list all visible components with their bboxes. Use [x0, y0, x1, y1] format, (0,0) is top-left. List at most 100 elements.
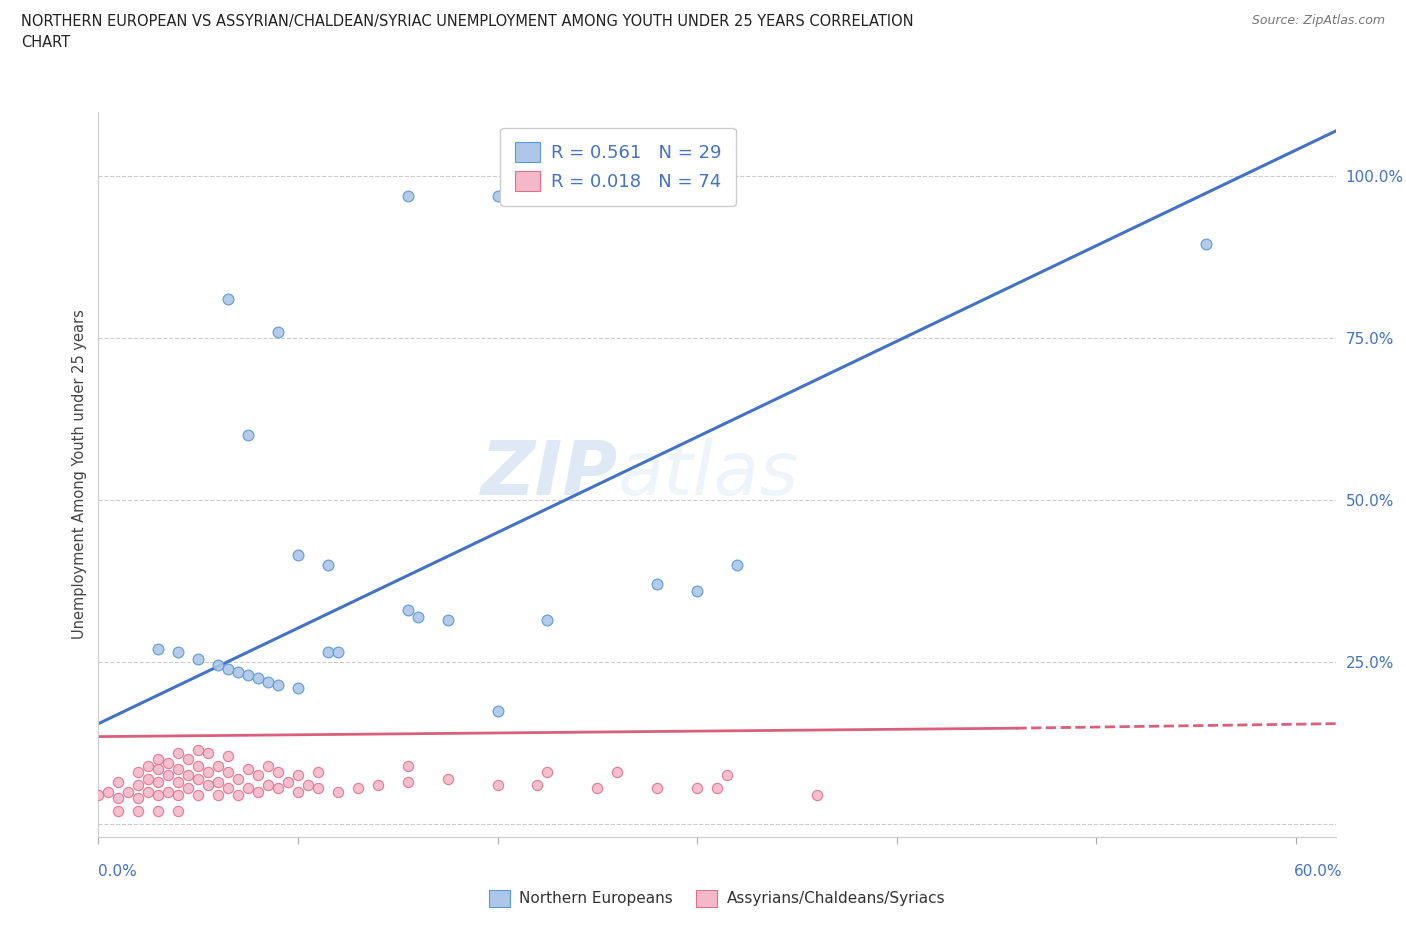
- Point: [367, 777, 389, 792]
- Point: [287, 784, 309, 799]
- Point: [536, 764, 558, 779]
- Text: NORTHERN EUROPEAN VS ASSYRIAN/CHALDEAN/SYRIAC UNEMPLOYMENT AMONG YOUTH UNDER 25 : NORTHERN EUROPEAN VS ASSYRIAN/CHALDEAN/S…: [21, 14, 914, 29]
- Point: [148, 804, 170, 818]
- Text: 60.0%: 60.0%: [1295, 864, 1343, 879]
- Point: [806, 788, 828, 803]
- Point: [187, 788, 209, 803]
- Point: [287, 768, 309, 783]
- Point: [725, 557, 748, 572]
- Text: Source: ZipAtlas.com: Source: ZipAtlas.com: [1251, 14, 1385, 27]
- Point: [127, 790, 149, 805]
- Point: [217, 764, 239, 779]
- Point: [686, 583, 709, 598]
- Point: [267, 764, 290, 779]
- Point: [326, 784, 349, 799]
- Point: [267, 781, 290, 796]
- Point: [107, 790, 129, 805]
- Point: [1195, 237, 1218, 252]
- Point: [716, 768, 738, 783]
- Point: [226, 788, 249, 803]
- Point: [236, 762, 259, 777]
- Point: [287, 548, 309, 563]
- Point: [97, 784, 120, 799]
- Point: [157, 755, 180, 770]
- Point: [207, 775, 229, 790]
- Text: atlas: atlas: [619, 438, 800, 511]
- Point: [536, 613, 558, 628]
- Point: [197, 777, 219, 792]
- Point: [187, 651, 209, 666]
- Point: [287, 681, 309, 696]
- Point: [326, 645, 349, 660]
- Point: [148, 788, 170, 803]
- Point: [148, 642, 170, 657]
- Point: [486, 703, 509, 718]
- Point: [247, 768, 270, 783]
- Point: [167, 804, 190, 818]
- Point: [187, 742, 209, 757]
- Point: [396, 775, 419, 790]
- Point: [396, 603, 419, 618]
- Point: [217, 661, 239, 676]
- Legend: Northern Europeans, Assyrians/Chaldeans/Syriacs: Northern Europeans, Assyrians/Chaldeans/…: [482, 884, 952, 912]
- Point: [187, 758, 209, 773]
- Text: 0.0%: 0.0%: [98, 864, 138, 879]
- Point: [236, 668, 259, 683]
- Point: [167, 762, 190, 777]
- Point: [396, 758, 419, 773]
- Point: [486, 777, 509, 792]
- Point: [257, 777, 280, 792]
- Point: [167, 645, 190, 660]
- Point: [236, 781, 259, 796]
- Text: ZIP: ZIP: [481, 438, 619, 511]
- Point: [148, 775, 170, 790]
- Point: [267, 325, 290, 339]
- Point: [167, 745, 190, 760]
- Point: [217, 292, 239, 307]
- Point: [706, 781, 728, 796]
- Point: [197, 764, 219, 779]
- Point: [396, 189, 419, 204]
- Point: [257, 758, 280, 773]
- Point: [436, 771, 458, 786]
- Point: [197, 745, 219, 760]
- Point: [167, 775, 190, 790]
- Point: [127, 804, 149, 818]
- Point: [277, 775, 299, 790]
- Point: [316, 557, 339, 572]
- Point: [177, 768, 200, 783]
- Point: [257, 674, 280, 689]
- Point: [117, 784, 139, 799]
- Point: [307, 781, 329, 796]
- Point: [236, 428, 259, 443]
- Point: [157, 768, 180, 783]
- Point: [136, 758, 159, 773]
- Point: [177, 781, 200, 796]
- Point: [526, 777, 548, 792]
- Point: [107, 804, 129, 818]
- Text: CHART: CHART: [21, 35, 70, 50]
- Point: [157, 784, 180, 799]
- Point: [207, 658, 229, 672]
- Point: [347, 781, 370, 796]
- Point: [167, 788, 190, 803]
- Point: [207, 788, 229, 803]
- Point: [586, 781, 609, 796]
- Point: [207, 758, 229, 773]
- Point: [267, 677, 290, 692]
- Point: [247, 671, 270, 685]
- Point: [686, 781, 709, 796]
- Point: [107, 775, 129, 790]
- Y-axis label: Unemployment Among Youth under 25 years: Unemployment Among Youth under 25 years: [72, 310, 87, 639]
- Point: [127, 777, 149, 792]
- Point: [187, 771, 209, 786]
- Point: [217, 781, 239, 796]
- Point: [226, 664, 249, 679]
- Point: [148, 762, 170, 777]
- Point: [486, 189, 509, 204]
- Point: [316, 645, 339, 660]
- Point: [217, 749, 239, 764]
- Point: [87, 788, 110, 803]
- Point: [136, 771, 159, 786]
- Point: [645, 577, 668, 591]
